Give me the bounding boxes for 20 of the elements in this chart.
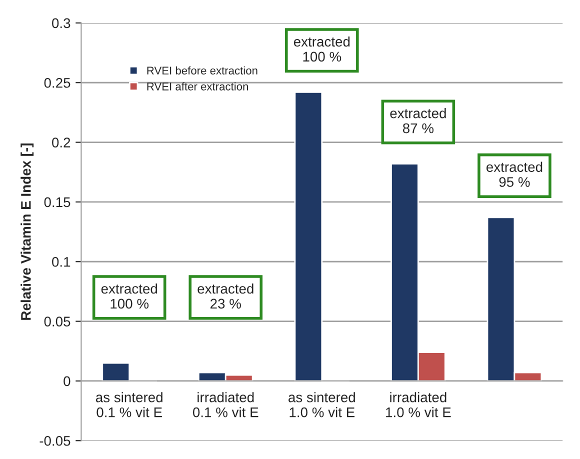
x-tick-label: irradiated 0.1 % vit E xyxy=(192,392,258,418)
y-tick-label: 0.3 xyxy=(52,18,70,28)
annotation: extracted 23 % xyxy=(198,283,254,309)
annotation: extracted 100 % xyxy=(294,36,350,62)
legend-label: RVEI before extraction xyxy=(147,66,258,75)
annotation: extracted 95 % xyxy=(486,162,542,187)
y-tick-label: 0.25 xyxy=(44,78,70,88)
x-tick-label: as sintered 0.1 % vit E xyxy=(96,392,162,418)
x-tick-label: as sintered 1.0 % vit E xyxy=(288,392,355,418)
y-tick-label: 0.05 xyxy=(44,316,70,326)
y-tick-label: 0.1 xyxy=(52,256,70,267)
y-tick-label: 0 xyxy=(64,376,70,386)
annotation: extracted 100 % xyxy=(101,283,158,309)
y-tick-label: -0.05 xyxy=(40,436,70,446)
x-tick-label: irradiated 1.0 % vit E xyxy=(386,392,451,418)
y-axis-title: Relative Vitamin E Index [-] xyxy=(20,144,34,320)
y-tick-label: 0.2 xyxy=(52,138,70,148)
annotation: extracted 87 % xyxy=(390,108,446,134)
legend-label: RVEI after extraction xyxy=(147,82,248,90)
y-tick-label: 0.15 xyxy=(44,197,70,208)
